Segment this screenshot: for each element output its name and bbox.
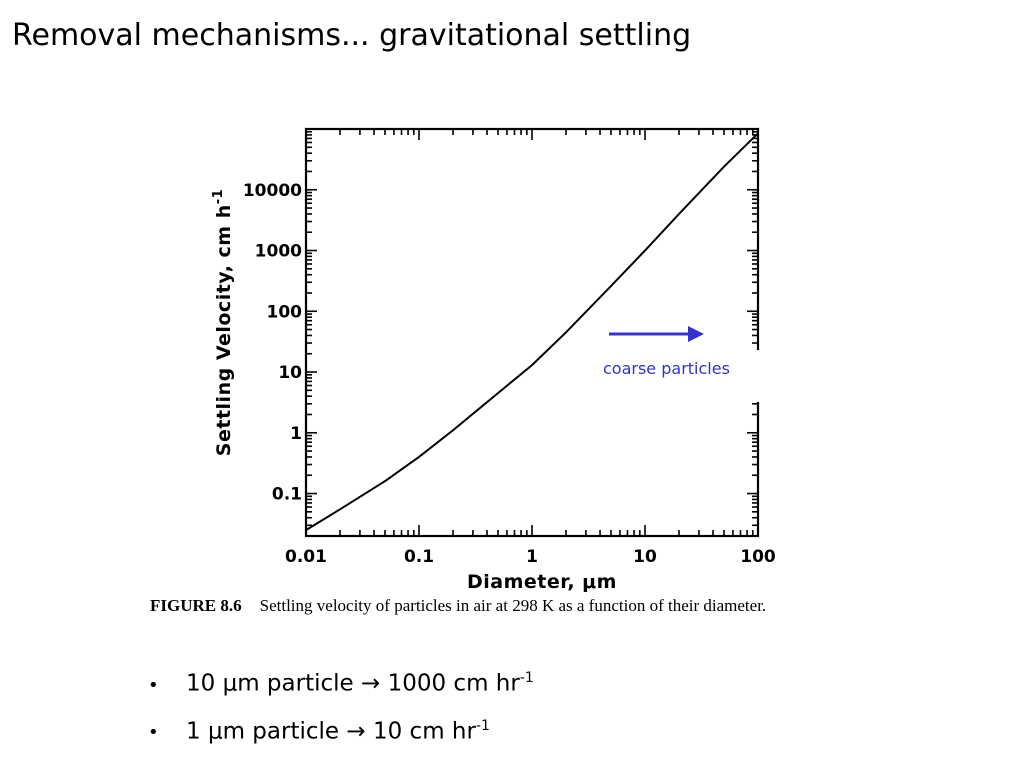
y-tick-label: 100 xyxy=(267,302,303,322)
figure-caption: FIGURE 8.6 Settling velocity of particles… xyxy=(150,596,766,616)
bullet-dot: • xyxy=(148,674,159,696)
right-arrow-icon xyxy=(688,326,704,342)
settling-velocity-line xyxy=(305,132,759,531)
x-tick-label: 0.01 xyxy=(285,547,327,567)
y-axis-label: Settling Velocity, cm h-1 xyxy=(211,189,235,456)
y-tick-label: 1 xyxy=(290,424,302,444)
bullet-superscript: -1 xyxy=(475,717,490,734)
figure-caption-text: Settling velocity of particles in air at… xyxy=(259,596,767,615)
bullet-list: • 10 μm particle → 1000 cm hr-1 • 1 μm par… xyxy=(148,662,534,757)
figure-number: FIGURE 8.6 xyxy=(150,596,242,615)
bullet-dot: • xyxy=(148,722,159,744)
bullet-middle: m particle xyxy=(237,670,361,697)
right-arrow-icon: → xyxy=(361,670,381,697)
bullet-item-1um: • 1 μm particle → 10 cm hr-1 xyxy=(148,710,534,750)
y-tick-label: 1000 xyxy=(255,242,302,262)
y-tick-label: 10000 xyxy=(243,181,302,201)
x-axis-label: Diameter, μm xyxy=(467,571,617,592)
y-axis-label-superscript: -1 xyxy=(211,189,226,204)
y-axis-label-text: Settling Velocity, cm h xyxy=(213,204,235,456)
x-tick-label: 0.1 xyxy=(404,547,434,567)
y-tick-label: 0.1 xyxy=(272,485,302,505)
x-tick-label: 100 xyxy=(740,547,776,567)
bullet-middle: m particle xyxy=(222,718,347,745)
right-arrow-icon: → xyxy=(346,718,366,745)
slide-title: Removal mechanisms... gravitational sett… xyxy=(12,18,692,53)
bullet-item-10um: • 10 μm particle → 1000 cm hr-1 xyxy=(148,662,534,702)
coarse-particles-label: coarse particles xyxy=(603,359,730,378)
bullet-unit: μ xyxy=(207,718,223,745)
bullet-value: 10 cm hr xyxy=(365,718,476,745)
bullet-unit: μ xyxy=(222,670,238,697)
x-tick-label: 1 xyxy=(526,547,538,567)
bullet-superscript: -1 xyxy=(519,670,534,686)
annotation-background xyxy=(592,350,762,402)
bullet-value: 1000 cm hr xyxy=(380,670,520,697)
y-tick-label: 10 xyxy=(278,363,302,383)
bullet-prefix: 10 xyxy=(186,670,223,697)
bullet-prefix: 1 xyxy=(186,718,208,745)
settling-velocity-chart: 0.01 0.1 1 10 100 0.1 1 10 100 1000 10000 coarse p… xyxy=(211,127,776,592)
x-tick-label: 10 xyxy=(633,547,657,567)
